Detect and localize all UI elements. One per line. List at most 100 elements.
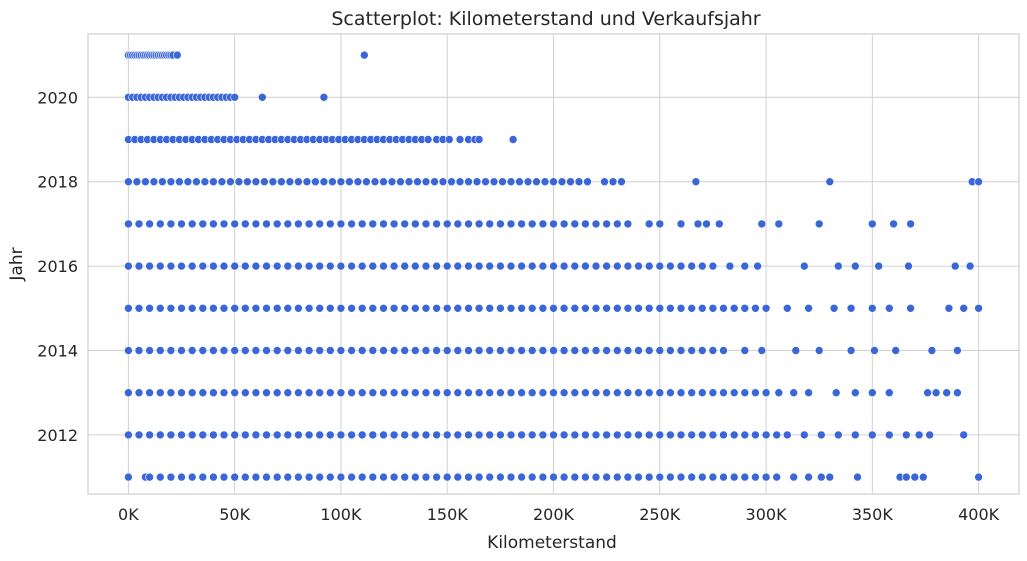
- data-point: [226, 177, 235, 186]
- data-point: [325, 261, 335, 271]
- data-point: [260, 177, 269, 186]
- data-point: [623, 219, 633, 229]
- data-point: [506, 177, 516, 186]
- data-point: [368, 430, 378, 440]
- data-point: [474, 430, 484, 440]
- data-point: [833, 430, 843, 440]
- data-point: [421, 430, 431, 440]
- data-point: [379, 346, 388, 355]
- data-point: [740, 430, 750, 440]
- data-point: [145, 472, 154, 482]
- data-point: [944, 303, 954, 313]
- data-point: [515, 177, 524, 186]
- data-point: [959, 430, 969, 440]
- data-point: [357, 346, 367, 355]
- data-point: [257, 93, 267, 102]
- data-point: [455, 177, 465, 186]
- data-point: [655, 261, 665, 271]
- data-point: [156, 219, 165, 229]
- data-point: [496, 388, 505, 398]
- data-point: [241, 346, 250, 355]
- data-point: [304, 472, 314, 482]
- data-point: [925, 430, 935, 440]
- data-point: [906, 303, 915, 313]
- data-point: [396, 177, 405, 186]
- data-point: [867, 388, 877, 398]
- data-point: [219, 303, 229, 313]
- data-point: [697, 430, 707, 440]
- data-point: [538, 219, 548, 229]
- data-point: [442, 219, 452, 229]
- data-point: [666, 430, 675, 440]
- data-point: [557, 177, 567, 186]
- data-point: [566, 177, 575, 186]
- data-point: [175, 177, 184, 186]
- data-point: [368, 472, 378, 482]
- data-point: [559, 472, 569, 482]
- data-point: [644, 219, 654, 229]
- data-point: [953, 388, 962, 398]
- data-point: [789, 472, 799, 482]
- data-point: [209, 177, 218, 186]
- data-point: [496, 219, 505, 229]
- data-point: [347, 219, 356, 229]
- data-point: [198, 261, 208, 271]
- data-point: [974, 303, 983, 313]
- data-point: [158, 177, 167, 186]
- data-point: [198, 219, 208, 229]
- data-point: [602, 261, 611, 271]
- data-point: [345, 177, 354, 186]
- data-point: [891, 346, 901, 355]
- data-point: [527, 219, 537, 229]
- data-point: [198, 388, 208, 398]
- data-point: [540, 177, 550, 186]
- data-point: [644, 303, 654, 313]
- data-point: [623, 472, 633, 482]
- data-point: [559, 219, 569, 229]
- data-point: [655, 430, 665, 440]
- data-point: [217, 177, 227, 186]
- data-point: [942, 388, 952, 398]
- data-point: [187, 219, 197, 229]
- data-point: [655, 346, 665, 355]
- data-point: [559, 388, 569, 398]
- data-point: [177, 388, 186, 398]
- data-point: [655, 219, 665, 229]
- data-point: [336, 219, 346, 229]
- data-point: [230, 93, 239, 102]
- data-point: [676, 261, 686, 271]
- data-point: [325, 472, 335, 482]
- data-point: [404, 177, 414, 186]
- data-point: [719, 472, 728, 482]
- data-point: [230, 430, 239, 440]
- x-tick-label: 200K: [533, 505, 575, 524]
- data-point: [708, 346, 718, 355]
- data-point: [219, 388, 229, 398]
- data-point: [496, 303, 505, 313]
- data-point: [272, 303, 282, 313]
- data-point: [262, 261, 271, 271]
- data-point: [251, 177, 261, 186]
- data-point: [496, 472, 505, 482]
- data-point: [676, 346, 686, 355]
- x-tick-label: 0K: [118, 505, 139, 524]
- data-point: [623, 346, 633, 355]
- data-point: [816, 430, 826, 440]
- data-point: [410, 346, 420, 355]
- data-point: [517, 303, 526, 313]
- data-point: [901, 430, 911, 440]
- data-point: [719, 346, 728, 355]
- data-point: [145, 388, 154, 398]
- data-point: [719, 303, 728, 313]
- data-point: [353, 177, 363, 186]
- data-point: [421, 346, 431, 355]
- data-point: [134, 430, 144, 440]
- data-point: [272, 472, 282, 482]
- data-point: [799, 261, 809, 271]
- data-point: [336, 430, 346, 440]
- data-point: [927, 346, 937, 355]
- data-point: [708, 261, 718, 271]
- data-point: [315, 346, 325, 355]
- plot-frame: [87, 33, 1020, 495]
- data-point: [251, 261, 261, 271]
